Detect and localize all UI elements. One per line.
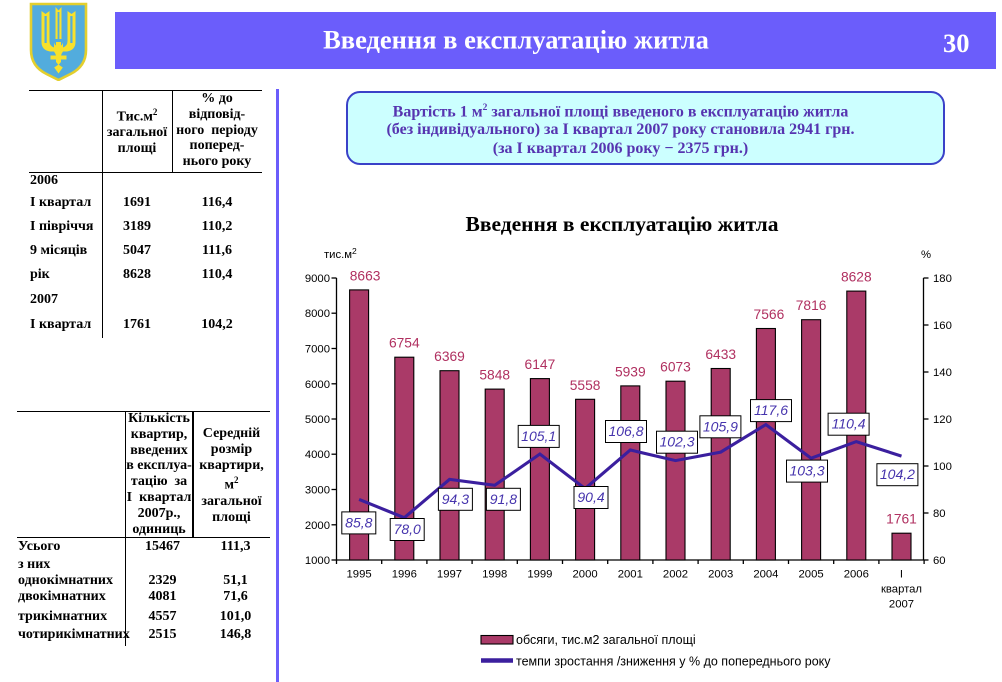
svg-text:7566: 7566	[754, 307, 785, 322]
svg-text:60: 60	[933, 555, 946, 567]
svg-text:обсяги, тис.м2 загальної площі: обсяги, тис.м2 загальної площі	[516, 633, 696, 647]
svg-text:106,8: 106,8	[608, 423, 643, 439]
svg-text:105,1: 105,1	[521, 428, 556, 444]
svg-text:8663: 8663	[350, 268, 381, 283]
svg-text:2005: 2005	[799, 569, 824, 581]
svg-text:6073: 6073	[660, 360, 691, 375]
svg-text:2000: 2000	[305, 520, 330, 532]
svg-text:90,4: 90,4	[577, 489, 604, 505]
svg-text:120: 120	[933, 414, 952, 426]
svg-text:110,4: 110,4	[832, 416, 866, 432]
svg-text:5558: 5558	[570, 378, 601, 393]
svg-text:8628: 8628	[841, 270, 872, 285]
svg-text:140: 140	[933, 367, 952, 379]
svg-text:91,8: 91,8	[490, 491, 517, 507]
svg-text:темпи зростання /зниження у %: темпи зростання /зниження у % до поперед…	[516, 655, 831, 669]
svg-text:І: І	[900, 569, 903, 581]
svg-text:тис.м2: тис.м2	[324, 246, 357, 261]
svg-text:2007: 2007	[889, 599, 914, 611]
svg-text:1997: 1997	[437, 569, 462, 581]
svg-text:6433: 6433	[705, 347, 736, 362]
svg-text:1761: 1761	[886, 512, 917, 527]
svg-text:1996: 1996	[392, 569, 417, 581]
svg-text:5000: 5000	[305, 414, 330, 426]
svg-text:Введення в експлуатацію житла: Введення в експлуатацію житла	[466, 212, 779, 236]
svg-text:180: 180	[933, 273, 952, 285]
svg-text:100: 100	[933, 461, 952, 473]
svg-text:8000: 8000	[305, 308, 330, 320]
svg-text:1999: 1999	[527, 569, 552, 581]
svg-text:6754: 6754	[389, 336, 420, 351]
svg-text:94,3: 94,3	[442, 491, 469, 507]
svg-text:103,3: 103,3	[789, 463, 824, 479]
svg-text:%: %	[921, 249, 931, 261]
svg-text:2003: 2003	[708, 569, 733, 581]
svg-text:5939: 5939	[615, 364, 646, 379]
svg-text:102,3: 102,3	[659, 434, 694, 450]
svg-text:9000: 9000	[305, 273, 330, 285]
svg-text:85,8: 85,8	[345, 514, 372, 530]
svg-text:7816: 7816	[796, 298, 827, 313]
svg-text:6369: 6369	[434, 349, 465, 364]
svg-text:7000: 7000	[305, 344, 330, 356]
svg-text:105,9: 105,9	[703, 418, 738, 434]
svg-text:4000: 4000	[305, 449, 330, 461]
svg-text:3000: 3000	[305, 485, 330, 497]
svg-text:2004: 2004	[753, 569, 778, 581]
svg-text:117,6: 117,6	[754, 402, 788, 418]
svg-text:2002: 2002	[663, 569, 688, 581]
svg-text:6000: 6000	[305, 379, 330, 391]
svg-text:6147: 6147	[525, 357, 556, 372]
svg-text:1000: 1000	[305, 555, 330, 567]
svg-text:квартал: квартал	[881, 584, 922, 596]
svg-text:104,2: 104,2	[880, 466, 915, 482]
svg-text:80: 80	[933, 508, 946, 520]
svg-text:2000: 2000	[573, 569, 598, 581]
svg-text:1995: 1995	[347, 569, 372, 581]
svg-text:1998: 1998	[482, 569, 507, 581]
svg-text:160: 160	[933, 320, 952, 332]
svg-text:78,0: 78,0	[394, 521, 421, 537]
svg-text:2001: 2001	[618, 569, 643, 581]
svg-text:2006: 2006	[844, 569, 869, 581]
svg-text:5848: 5848	[479, 368, 510, 383]
